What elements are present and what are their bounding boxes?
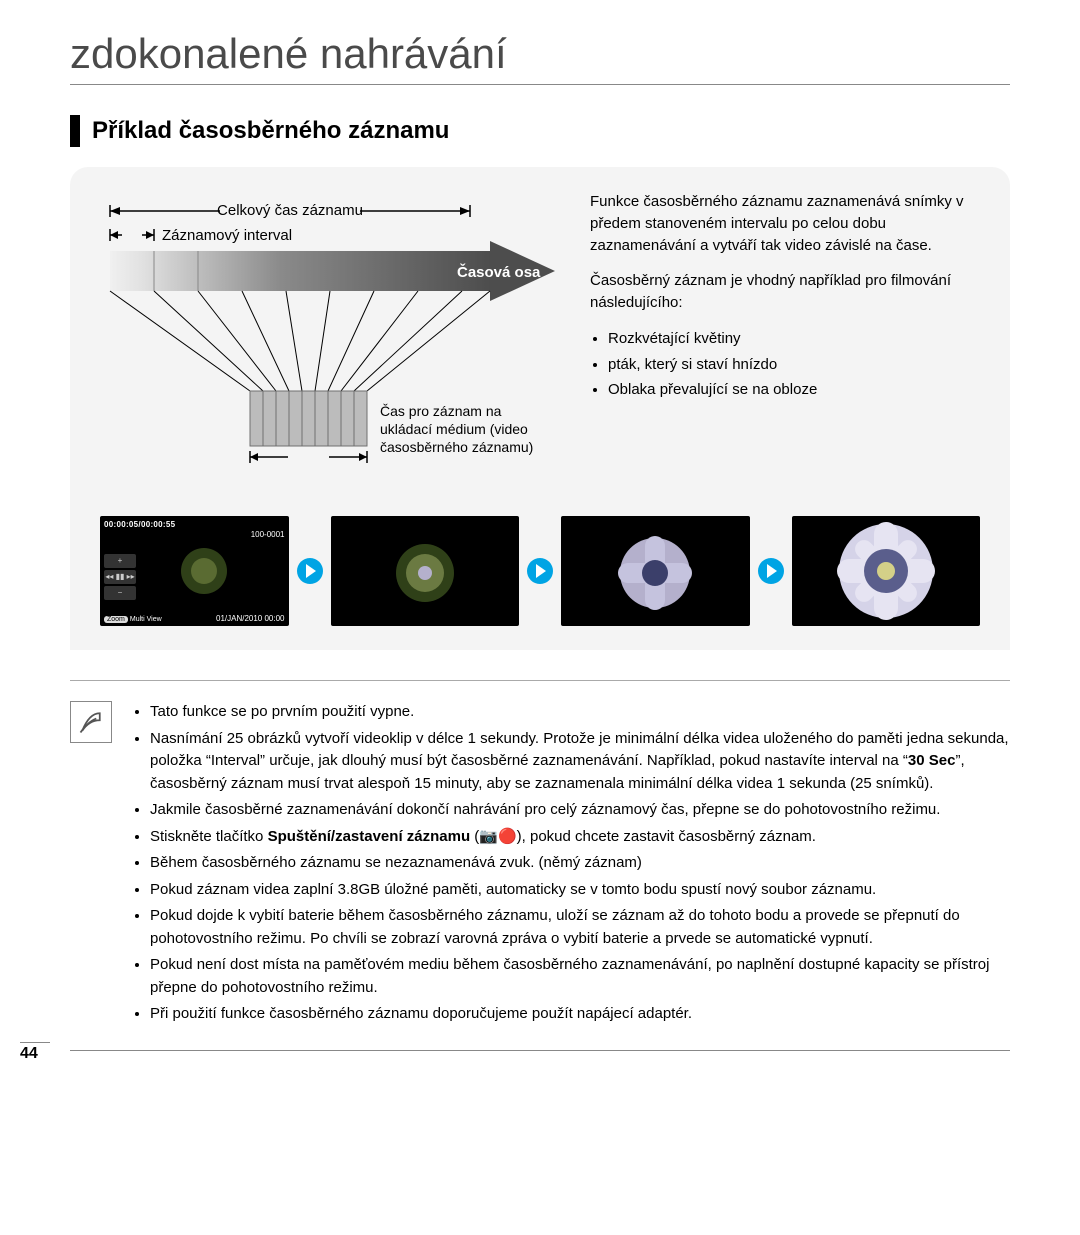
video-thumb-1: 00:00:05/00:00:55 100-0001 + ◂◂ ▮▮ ▸▸ − …	[100, 516, 289, 626]
note-item: Stiskněte tlačítko Spuštění/zastavení zá…	[150, 826, 1010, 849]
section-bar	[70, 115, 80, 147]
diagram-description: Funkce časosběrného záznamu zaznamenává …	[590, 191, 980, 496]
interval-label: Záznamový interval	[162, 227, 292, 244]
transport-buttons: ◂◂ ▮▮ ▸▸	[104, 570, 136, 584]
note-item: Jakmile časosběrné zaznamenávání dokončí…	[150, 799, 1010, 822]
note-item: Při použití funkce časosběrného záznamu …	[150, 1003, 1010, 1026]
thumb-timecode: 00:00:05/00:00:55	[104, 520, 285, 530]
footer-line	[70, 1050, 1010, 1051]
video-thumb-3	[561, 516, 750, 626]
diagram-row: Celkový čas záznamu Záznamový interval	[100, 191, 980, 496]
media-note-line2: ukládací médium (video	[380, 421, 528, 437]
plus-button: +	[104, 554, 136, 568]
page-number: 44	[20, 1042, 50, 1063]
desc-bullets: Rozkvétající květiny pták, který si stav…	[590, 328, 980, 401]
note-item: Pokud záznam videa zaplní 3.8GB úložné p…	[150, 879, 1010, 902]
media-blocks	[250, 391, 367, 446]
note-item: Pokud není dost místa na paměťovém mediu…	[150, 954, 1010, 999]
video-thumb-4	[792, 516, 981, 626]
media-note-line3: časosběrného záznamu)	[380, 439, 533, 455]
media-note-line1: Čas pro záznam na	[380, 403, 502, 419]
zoom-label: Zoom	[104, 616, 128, 623]
page: zdokonalené nahrávání Příklad časosběrné…	[0, 0, 1080, 1081]
arrow-icon	[527, 558, 553, 584]
section-header: Příklad časosběrného záznamu	[70, 115, 1010, 147]
desc-p2: Časosběrný záznam je vhodný například pr…	[590, 270, 980, 314]
video-strip: 00:00:05/00:00:55 100-0001 + ◂◂ ▮▮ ▸▸ − …	[100, 516, 980, 626]
multi-label: Multi View	[130, 616, 162, 623]
note-item: Pokud dojde k vybití baterie během časos…	[150, 905, 1010, 950]
video-thumb-2	[331, 516, 520, 626]
note-item: Během časosběrného záznamu se nezaznamen…	[150, 852, 1010, 875]
timeline-svg: Celkový čas záznamu Záznamový interval	[100, 191, 570, 491]
note-icon	[70, 701, 112, 743]
thumb-zoom-row: ZoomMulti View	[104, 616, 162, 623]
note-item: Tato funkce se po prvním použití vypne.	[150, 701, 1010, 724]
notes-list: Tato funkce se po prvním použití vypne. N…	[130, 701, 1010, 1030]
chapter-title: zdokonalené nahrávání	[70, 30, 1010, 85]
thumb-controls: + ◂◂ ▮▮ ▸▸ −	[104, 554, 136, 600]
diagram-box: Celkový čas záznamu Záznamový interval	[70, 167, 1010, 650]
desc-bullet: Oblaka převalující se na obloze	[608, 379, 980, 401]
total-time-label: Celkový čas záznamu	[217, 202, 363, 219]
axis-label: Časová osa	[457, 263, 541, 281]
arrow-icon	[758, 558, 784, 584]
desc-p1: Funkce časosběrného záznamu zaznamenává …	[590, 191, 980, 256]
thumb-overlay: 00:00:05/00:00:55 100-0001	[104, 520, 285, 539]
desc-bullet: Rozkvétající květiny	[608, 328, 980, 350]
desc-bullet: pták, který si staví hnízdo	[608, 354, 980, 376]
notes-section: Tato funkce se po prvním použití vypne. N…	[70, 680, 1010, 1030]
thumb-file: 100-0001	[104, 530, 285, 540]
timeline-diagram: Celkový čas záznamu Záznamový interval	[100, 191, 570, 496]
note-item: Nasnímání 25 obrázků vytvoří videoklip v…	[150, 728, 1010, 796]
arrow-icon	[297, 558, 323, 584]
section-title: Příklad časosběrného záznamu	[92, 117, 449, 145]
fan-lines	[110, 291, 490, 391]
thumb-date: 01/JAN/2010 00:00	[216, 614, 285, 623]
minus-button: −	[104, 586, 136, 600]
